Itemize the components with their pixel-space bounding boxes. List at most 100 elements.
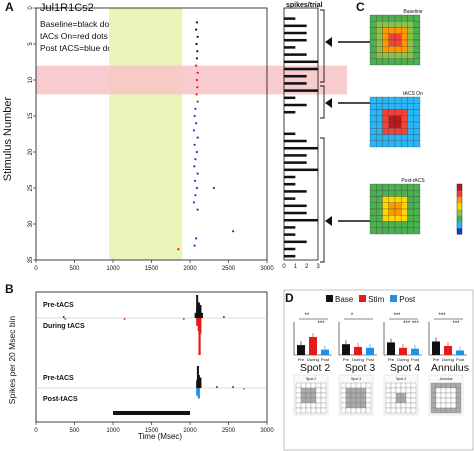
spike-dot — [177, 248, 180, 251]
spikes-bar — [284, 24, 307, 28]
grid-cell — [410, 402, 417, 409]
map-cell — [369, 128, 377, 135]
psth-bar — [199, 377, 202, 388]
grid-cell — [315, 392, 322, 399]
x-tick-label: 1000 — [106, 266, 120, 272]
mini-tick-label: During — [442, 357, 454, 362]
grid-title: Annulus — [440, 377, 453, 381]
map-cell — [407, 215, 414, 222]
grid-cell — [435, 402, 442, 409]
map-cell — [401, 215, 408, 222]
grid-cell — [450, 392, 457, 399]
map-cell — [401, 121, 408, 129]
sig-marker: *** — [393, 313, 401, 319]
grid-cell — [405, 397, 412, 404]
spike-dot — [193, 114, 196, 118]
map-cell — [413, 227, 421, 235]
psth-bar — [194, 312, 197, 318]
grid-cell — [315, 402, 322, 409]
panel-b-ylabel: Spikes per 20 Msec bin — [7, 315, 17, 405]
grid-cell — [305, 392, 312, 399]
panel-b-row-label: Post-tACS — [43, 396, 78, 403]
trial-bracket — [320, 85, 325, 119]
grid-cell — [450, 397, 457, 404]
map-cell — [369, 52, 377, 59]
colorbar-frame — [456, 183, 463, 235]
map-cell — [413, 115, 421, 123]
y-tick-label: 35 — [28, 256, 34, 263]
map-cell — [413, 183, 421, 191]
spike-dot — [232, 230, 235, 233]
colorbar-segment — [457, 215, 462, 222]
map-cell — [394, 221, 402, 228]
legend-item-base: Base — [326, 295, 353, 304]
grid-cell — [310, 387, 317, 394]
spike-dot — [196, 136, 199, 139]
map-cell — [382, 27, 389, 34]
spike-dot — [195, 21, 199, 24]
legend-line: Post tACS=blue dots — [40, 43, 119, 53]
spikes-bar — [284, 38, 307, 42]
grid-cell — [430, 382, 437, 389]
legend-item-stim: Stim — [359, 295, 384, 304]
map-cell — [369, 183, 377, 191]
psth-dot — [222, 316, 225, 318]
map-cell — [401, 103, 408, 110]
map-cell — [401, 128, 408, 135]
grid-cell — [455, 387, 462, 394]
grid-cell — [365, 397, 372, 404]
map-cell — [382, 58, 389, 66]
spikes-bar — [284, 96, 296, 100]
map-cell — [388, 33, 396, 41]
spikes-tick-label: 3 — [316, 264, 320, 270]
mini-tick-label: Pre — [343, 357, 350, 362]
y-tick-label: 15 — [28, 112, 34, 119]
map-cell — [376, 109, 383, 116]
y-tick-label: 20 — [28, 148, 34, 155]
grid-cell — [395, 402, 402, 409]
map-cell — [388, 190, 396, 197]
grid-cell — [360, 407, 367, 414]
spot-name: Spot 4 — [389, 362, 421, 374]
grid-title: Spot 3 — [351, 377, 361, 381]
map-cell — [376, 52, 383, 59]
panel-c-maps — [369, 14, 463, 235]
map-cell — [407, 21, 414, 28]
spot-name: Spot 2 — [299, 362, 331, 374]
map-cell — [382, 183, 389, 191]
map-cell — [401, 202, 408, 210]
colorbar-segment — [457, 221, 462, 229]
map-cell — [394, 134, 402, 141]
spike-dot — [196, 172, 199, 175]
grid-cell — [350, 397, 357, 404]
grid-cell — [435, 392, 442, 399]
grid-cell — [435, 407, 442, 414]
map-cell — [382, 221, 389, 228]
grid-cell — [385, 392, 392, 399]
grid-cell — [405, 382, 412, 389]
map-cell — [376, 33, 383, 41]
spikes-bar — [284, 168, 318, 172]
map-cell — [401, 115, 408, 123]
grid-cell — [350, 402, 357, 409]
spike-dot — [195, 237, 198, 240]
grid-cell — [355, 382, 362, 389]
y-tick-label: 5 — [28, 42, 34, 46]
map-cell — [388, 115, 396, 123]
psth-dot — [64, 318, 67, 320]
grid-cell — [305, 397, 312, 404]
map-cell — [413, 221, 421, 228]
map-cell — [394, 215, 402, 222]
spikes-bar — [284, 132, 296, 136]
sig-marker: *** *** — [403, 321, 419, 327]
map-cell — [382, 227, 389, 235]
spike-dot — [195, 78, 199, 82]
grid-cell — [350, 407, 357, 414]
spikes-bar — [284, 204, 307, 208]
map-cell — [388, 221, 396, 228]
map-cell — [369, 208, 377, 216]
grid-cell — [385, 397, 392, 404]
colorbar-segment — [457, 190, 462, 197]
map-cell — [401, 140, 408, 148]
grid-cell — [300, 397, 307, 404]
